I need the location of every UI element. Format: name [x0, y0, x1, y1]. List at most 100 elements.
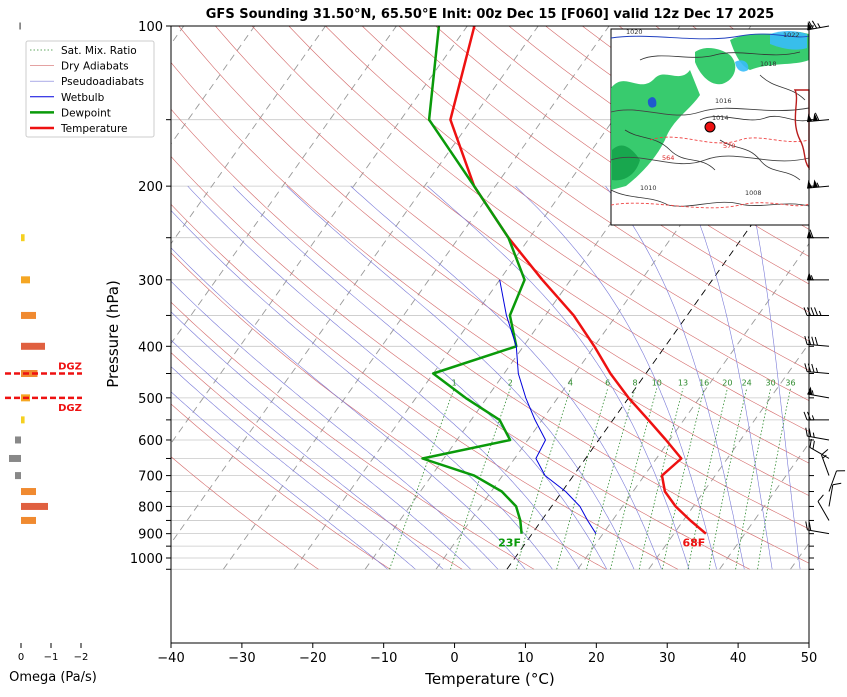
wind-barb — [806, 178, 829, 188]
legend-label: Pseudoadiabats — [61, 76, 144, 88]
legend-label: Sat. Mix. Ratio — [61, 45, 137, 57]
location-marker — [705, 122, 715, 132]
omega-bar — [19, 23, 21, 30]
x-tick-label: 0 — [450, 651, 458, 666]
inset-contour-label: 570 — [723, 142, 735, 150]
wind-barb-full — [811, 307, 814, 315]
dgz-label: DGZ — [58, 362, 82, 373]
inset-contour-label: 1014 — [712, 114, 729, 122]
mixing-ratio-label: 36 — [785, 378, 795, 387]
x-tick-label: −40 — [157, 651, 184, 666]
x-tick-label: −20 — [299, 651, 326, 666]
x-axis-label: Temperature (°C) — [424, 670, 554, 688]
y-tick-label: 600 — [138, 434, 163, 449]
inset-contour-label: 1010 — [640, 184, 657, 192]
inset-precip-area — [648, 97, 657, 107]
wind-barb-full — [804, 307, 807, 315]
inset-contour-label: 1008 — [745, 189, 762, 197]
y-tick-label: 800 — [138, 500, 163, 515]
wind-barb — [807, 272, 829, 280]
legend-label: Wetbulb — [61, 92, 105, 104]
inset-contour-label: 1022 — [783, 31, 800, 39]
y-tick-label: 500 — [138, 392, 163, 407]
x-tick-label: 30 — [659, 651, 676, 666]
inset-contour-label: 1018 — [760, 60, 777, 68]
omega-bar — [21, 343, 45, 350]
pseudoadiabat-line — [287, 186, 634, 569]
legend-label: Temperature — [60, 123, 128, 135]
omega-bar — [15, 472, 21, 479]
surface-temperature-label: 68F — [682, 537, 705, 550]
x-tick-label: 10 — [517, 651, 534, 666]
wind-barb-half — [818, 23, 820, 28]
wind-barb — [804, 336, 830, 346]
mixing-ratio-label: 16 — [699, 378, 709, 387]
wind-barb-full — [820, 449, 829, 455]
series-line-wetbulb — [500, 280, 596, 534]
omega-tick-label: 0 — [18, 652, 24, 663]
wind-barb — [806, 112, 829, 122]
mixing-ratio-label: 8 — [632, 378, 637, 387]
wind-barb-full — [808, 428, 812, 436]
wind-barb-full — [833, 482, 841, 486]
wind-barb-full — [804, 363, 808, 371]
y-tick-label: 400 — [138, 340, 163, 355]
omega-bar — [21, 276, 30, 283]
wind-barb — [804, 363, 830, 373]
mixing-ratio-line — [610, 388, 656, 569]
mixing-ratio-line — [758, 388, 791, 569]
x-tick-label: 40 — [730, 651, 747, 666]
pseudoadiabat-line — [0, 186, 388, 569]
wind-barb-full — [817, 495, 825, 502]
wind-barb-full — [815, 337, 819, 345]
mixing-ratio-label: 13 — [678, 378, 688, 387]
pseudoadiabat-line — [33, 186, 443, 569]
y-tick-label: 100 — [138, 20, 163, 35]
wind-barb-staff — [818, 501, 829, 520]
mixing-ratio-label: 4 — [568, 378, 573, 387]
y-tick-label: 300 — [138, 274, 163, 289]
mixing-ratio-label: 30 — [766, 378, 776, 387]
wind-barb-full — [804, 428, 808, 436]
mixing-ratio-line — [709, 388, 747, 569]
wind-barb-half — [816, 368, 818, 373]
mixing-ratio-label: 20 — [722, 378, 732, 387]
x-tick-label: 50 — [801, 651, 818, 666]
wind-barb — [804, 428, 830, 440]
wind-barb — [807, 230, 829, 238]
isotherm-line — [223, 26, 609, 569]
legend-label: Dry Adiabats — [61, 61, 129, 73]
wind-barb — [804, 521, 830, 533]
omega-bar — [9, 455, 21, 462]
omega-bar — [21, 488, 36, 495]
wind-barb — [807, 386, 830, 398]
wind-barb-full — [811, 364, 815, 372]
mixing-ratio-label: 24 — [742, 378, 752, 387]
x-tick-label: −30 — [228, 651, 255, 666]
wind-barbs — [804, 18, 845, 534]
omega-bar — [15, 436, 21, 443]
wind-barb-full — [808, 522, 812, 530]
wind-barb-full — [837, 468, 846, 474]
pseudoadiabat-line — [427, 186, 689, 569]
dgz-label: DGZ — [58, 403, 82, 414]
omega-bar — [21, 503, 48, 510]
legend-label: Dewpoint — [61, 107, 111, 119]
mixing-ratio-label: 6 — [605, 378, 610, 387]
wind-barb — [806, 18, 829, 30]
inset-contour-label: 1020 — [626, 28, 643, 36]
wind-barb — [820, 449, 836, 475]
omega-tick-label: −2 — [74, 652, 89, 663]
pseudoadiabat-line — [115, 186, 525, 569]
wind-barb-half — [819, 311, 821, 316]
legend: Sat. Mix. Ratio Dry Adiabats Pseudoadiabat… — [26, 41, 154, 137]
omega-bar — [21, 517, 36, 524]
y-tick-label: 900 — [138, 528, 163, 543]
y-tick-label: 700 — [138, 470, 163, 485]
x-tick-label: 20 — [588, 651, 605, 666]
wind-barb-half — [812, 415, 814, 420]
omega-bar — [21, 312, 36, 319]
